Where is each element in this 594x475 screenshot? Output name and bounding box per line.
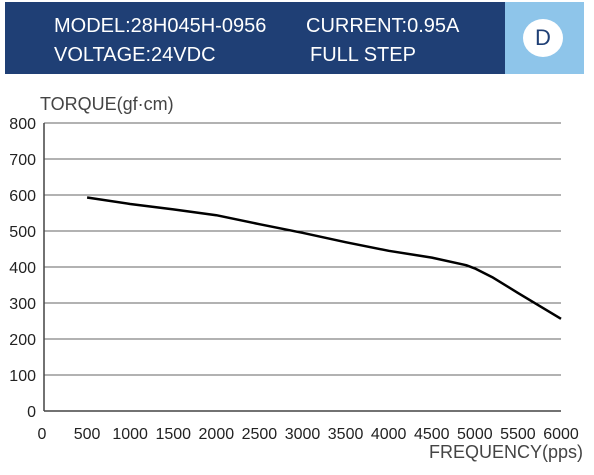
y-tick-label: 500 (9, 224, 36, 241)
y-tick-label: 0 (27, 404, 36, 421)
y-tick-label: 700 (9, 152, 36, 169)
x-tick-label: 1500 (155, 426, 191, 443)
x-tick-label: 3000 (285, 426, 321, 443)
y-tick-label: 100 (9, 368, 36, 385)
model-label: MODEL:28H045H-0956 (54, 15, 267, 37)
x-tick-label: 0 (38, 426, 47, 443)
current-label: CURRENT:0.95A (306, 15, 460, 37)
x-tick-label: 2000 (199, 426, 235, 443)
x-tick-label: 4500 (414, 426, 450, 443)
x-tick-label: 3500 (328, 426, 364, 443)
step-label: FULL STEP (310, 44, 416, 66)
y-tick-label: 200 (9, 332, 36, 349)
torque-series-line (86, 196, 562, 320)
x-axis-title: FREQUENCY(pps) (429, 442, 583, 462)
y-tick-label: 300 (9, 296, 36, 313)
y-tick-label: 600 (9, 188, 36, 205)
voltage-label: VOLTAGE:24VDC (54, 44, 216, 66)
y-tick-labels: 0 100 200 300 400 500 600 700 800 (9, 116, 36, 421)
y-tick-label: 800 (9, 116, 36, 133)
x-tick-label: 500 (74, 426, 101, 443)
spec-header (5, 2, 505, 74)
x-tick-label: 4000 (371, 426, 407, 443)
x-tick-label: 2500 (242, 426, 278, 443)
x-tick-label: 6000 (543, 426, 579, 443)
x-tick-label: 5500 (500, 426, 536, 443)
y-tick-label: 400 (9, 260, 36, 277)
x-tick-labels: 0 500 1000 1500 2000 2500 3000 3500 4000 4500 5000… (38, 426, 579, 443)
x-tick-label: 5000 (457, 426, 493, 443)
y-axis-title: TORQUE(gf·cm) (40, 94, 174, 114)
grid-lines (44, 122, 561, 376)
series-layer (86, 196, 562, 320)
type-badge-letter: D (523, 19, 563, 57)
x-tick-label: 1000 (112, 426, 148, 443)
